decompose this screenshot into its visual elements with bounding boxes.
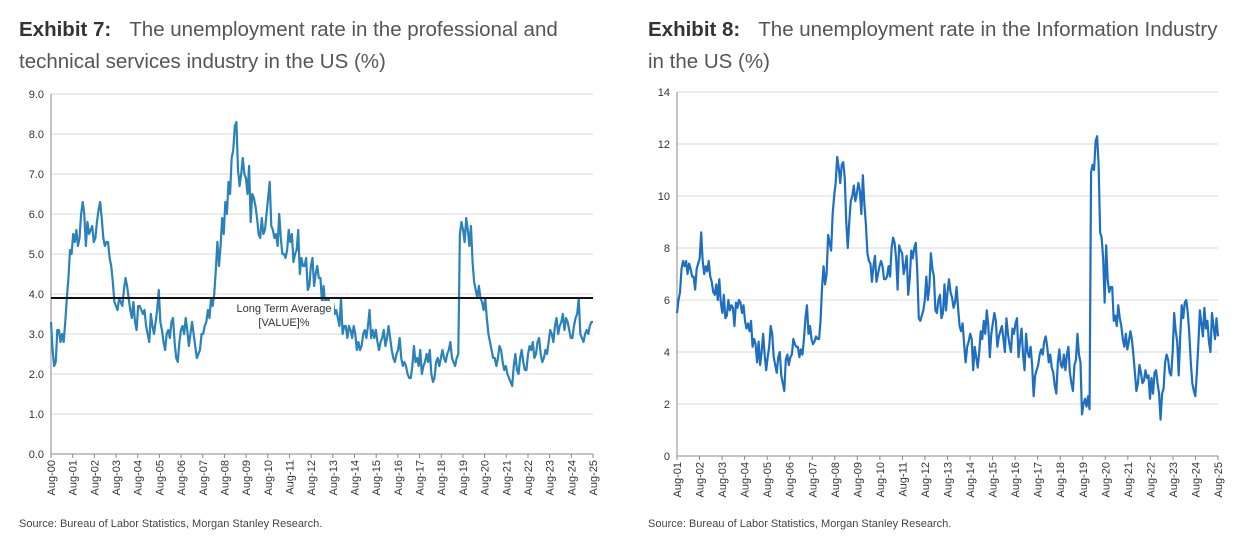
chart8-y-tick-label: 6 — [664, 295, 670, 307]
chart8-x-tick-label: Aug-24 — [1190, 462, 1202, 497]
exhibit-7-source: Source: Bureau of Labor Statistics, Morg… — [19, 518, 323, 530]
exhibit-7-chart: 0.0 1.0 2.0 3.0 4.0 5.0 6.0 7.0 8.0 9.0 Aug-00 Aug-… — [29, 89, 600, 495]
chart8-x-tick-label: Aug-02 — [695, 462, 707, 497]
chart7-average-label-bg — [234, 301, 334, 331]
chart7-average-value: [VALUE]% — [258, 317, 309, 329]
chart7-y-tick-label: 4.0 — [29, 289, 44, 301]
chart8-x-tick-label: Aug-08 — [830, 462, 842, 497]
chart8-x-tick-label: Aug-03 — [717, 462, 729, 497]
chart7-x-tick-label: Aug-24 — [566, 460, 578, 495]
chart7-x-tick-label: Aug-17 — [415, 460, 427, 495]
chart8-x-tick-label: Aug-19 — [1078, 462, 1090, 497]
exhibit-8-chart: 0 2 4 6 8 10 12 14 Aug-01 Aug-02 Aug-03 Aug-04 Aug-0… — [658, 87, 1225, 497]
chart7-x-tick-label: Aug-08 — [219, 460, 231, 495]
chart8-x-tick-label: Aug-10 — [875, 462, 887, 497]
chart8-x-tick-label: Aug-07 — [807, 462, 819, 497]
exhibit-8-number: Exhibit 8: — [648, 18, 741, 41]
chart7-x-tick-label: Aug-20 — [480, 460, 492, 495]
chart7-x-tick-label: Aug-16 — [393, 460, 405, 495]
chart8-y-tick-label: 14 — [658, 87, 670, 99]
chart8-x-tick-label: Aug-20 — [1100, 462, 1112, 497]
chart8-y-tick-label: 0 — [664, 451, 670, 463]
exhibit-7-title-text: The unemployment rate in the professiona… — [19, 18, 558, 73]
chart7-x-tick-label: Aug-14 — [350, 460, 362, 495]
chart7-x-tick-label: Aug-13 — [328, 460, 340, 495]
chart8-x-tick-label: Aug-11 — [897, 462, 909, 497]
chart7-x-tick-label: Aug-01 — [68, 460, 80, 495]
chart7-x-tick-label: Aug-11 — [284, 460, 296, 495]
chart8-x-tick-label: Aug-18 — [1055, 462, 1067, 497]
chart7-x-tick-label: Aug-23 — [545, 460, 557, 495]
chart8-x-tick-label: Aug-23 — [1168, 462, 1180, 497]
chart8-x-tick-label: Aug-17 — [1033, 462, 1045, 497]
chart8-x-tick-label: Aug-15 — [988, 462, 1000, 497]
exhibit-7-title: Exhibit 7: The unemployment rate in the p… — [19, 14, 589, 78]
chart8-x-tick-label: Aug-13 — [943, 462, 955, 497]
chart7-x-tick-label: Aug-25 — [588, 460, 600, 495]
exhibit-7-number: Exhibit 7: — [19, 18, 112, 41]
chart7-y-tick-label: 5.0 — [29, 249, 44, 261]
chart7-y-tick-label: 1.0 — [29, 409, 44, 421]
chart7-average-label: Long Term Average — [237, 303, 332, 315]
exhibit-8-title-text: The unemployment rate in the Information… — [648, 18, 1218, 73]
chart7-x-tick-label: Aug-02 — [89, 460, 101, 495]
chart7-x-tick-label: Aug-21 — [501, 460, 513, 495]
chart7-x-tick-label: Aug-07 — [198, 460, 210, 495]
chart7-y-tick-label: 6.0 — [29, 209, 44, 221]
chart8-y-tick-label: 8 — [664, 243, 670, 255]
chart8-x-tick-label: Aug-04 — [740, 462, 752, 497]
chart8-y-tick-label: 2 — [664, 399, 670, 411]
chart8-x-tick-label: Aug-16 — [1010, 462, 1022, 497]
chart8-x-tick-label: Aug-05 — [762, 462, 774, 497]
chart7-x-tick-label: Aug-12 — [306, 460, 318, 495]
chart7-y-tick-label: 0.0 — [29, 449, 44, 461]
chart7-x-tick-label: Aug-15 — [371, 460, 383, 495]
exhibit-8-source: Source: Bureau of Labor Statistics, Morg… — [648, 518, 952, 530]
chart8-x-tick-label: Aug-14 — [965, 462, 977, 497]
chart8-y-tick-label: 10 — [658, 191, 670, 203]
chart8-x-tick-label: Aug-12 — [920, 462, 932, 497]
chart8-x-tick-label: Aug-01 — [672, 462, 684, 497]
chart7-x-tick-label: Aug-18 — [436, 460, 448, 495]
chart8-x-tick-label: Aug-25 — [1213, 462, 1225, 497]
chart8-y-tick-label: 12 — [658, 139, 670, 151]
chart8-series-line — [675, 135, 1220, 421]
chart7-x-tick-label: Aug-10 — [263, 460, 275, 495]
chart7-x-tick-label: Aug-19 — [458, 460, 470, 495]
chart7-x-tick-label: Aug-22 — [523, 460, 535, 495]
chart7-y-tick-label: 8.0 — [29, 129, 44, 141]
chart7-x-tick-label: Aug-09 — [241, 460, 253, 495]
chart7-x-tick-label: Aug-00 — [46, 460, 58, 495]
chart7-x-tick-label: Aug-06 — [176, 460, 188, 495]
chart8-x-tick-label: Aug-06 — [785, 462, 797, 497]
chart7-x-tick-label: Aug-03 — [111, 460, 123, 495]
chart7-y-tick-label: 2.0 — [29, 369, 44, 381]
chart7-y-tick-label: 9.0 — [29, 89, 44, 101]
chart8-x-tick-label: Aug-22 — [1145, 462, 1157, 497]
chart7-x-tick-label: Aug-05 — [154, 460, 166, 495]
chart7-y-tick-label: 7.0 — [29, 169, 44, 181]
chart8-x-tick-label: Aug-21 — [1123, 462, 1135, 497]
chart7-y-tick-label: 3.0 — [29, 329, 44, 341]
chart8-y-tick-label: 4 — [664, 347, 670, 359]
exhibit-8-title: Exhibit 8: The unemployment rate in the I… — [648, 14, 1228, 78]
chart7-x-tick-label: Aug-04 — [133, 460, 145, 495]
chart8-x-tick-label: Aug-09 — [852, 462, 864, 497]
